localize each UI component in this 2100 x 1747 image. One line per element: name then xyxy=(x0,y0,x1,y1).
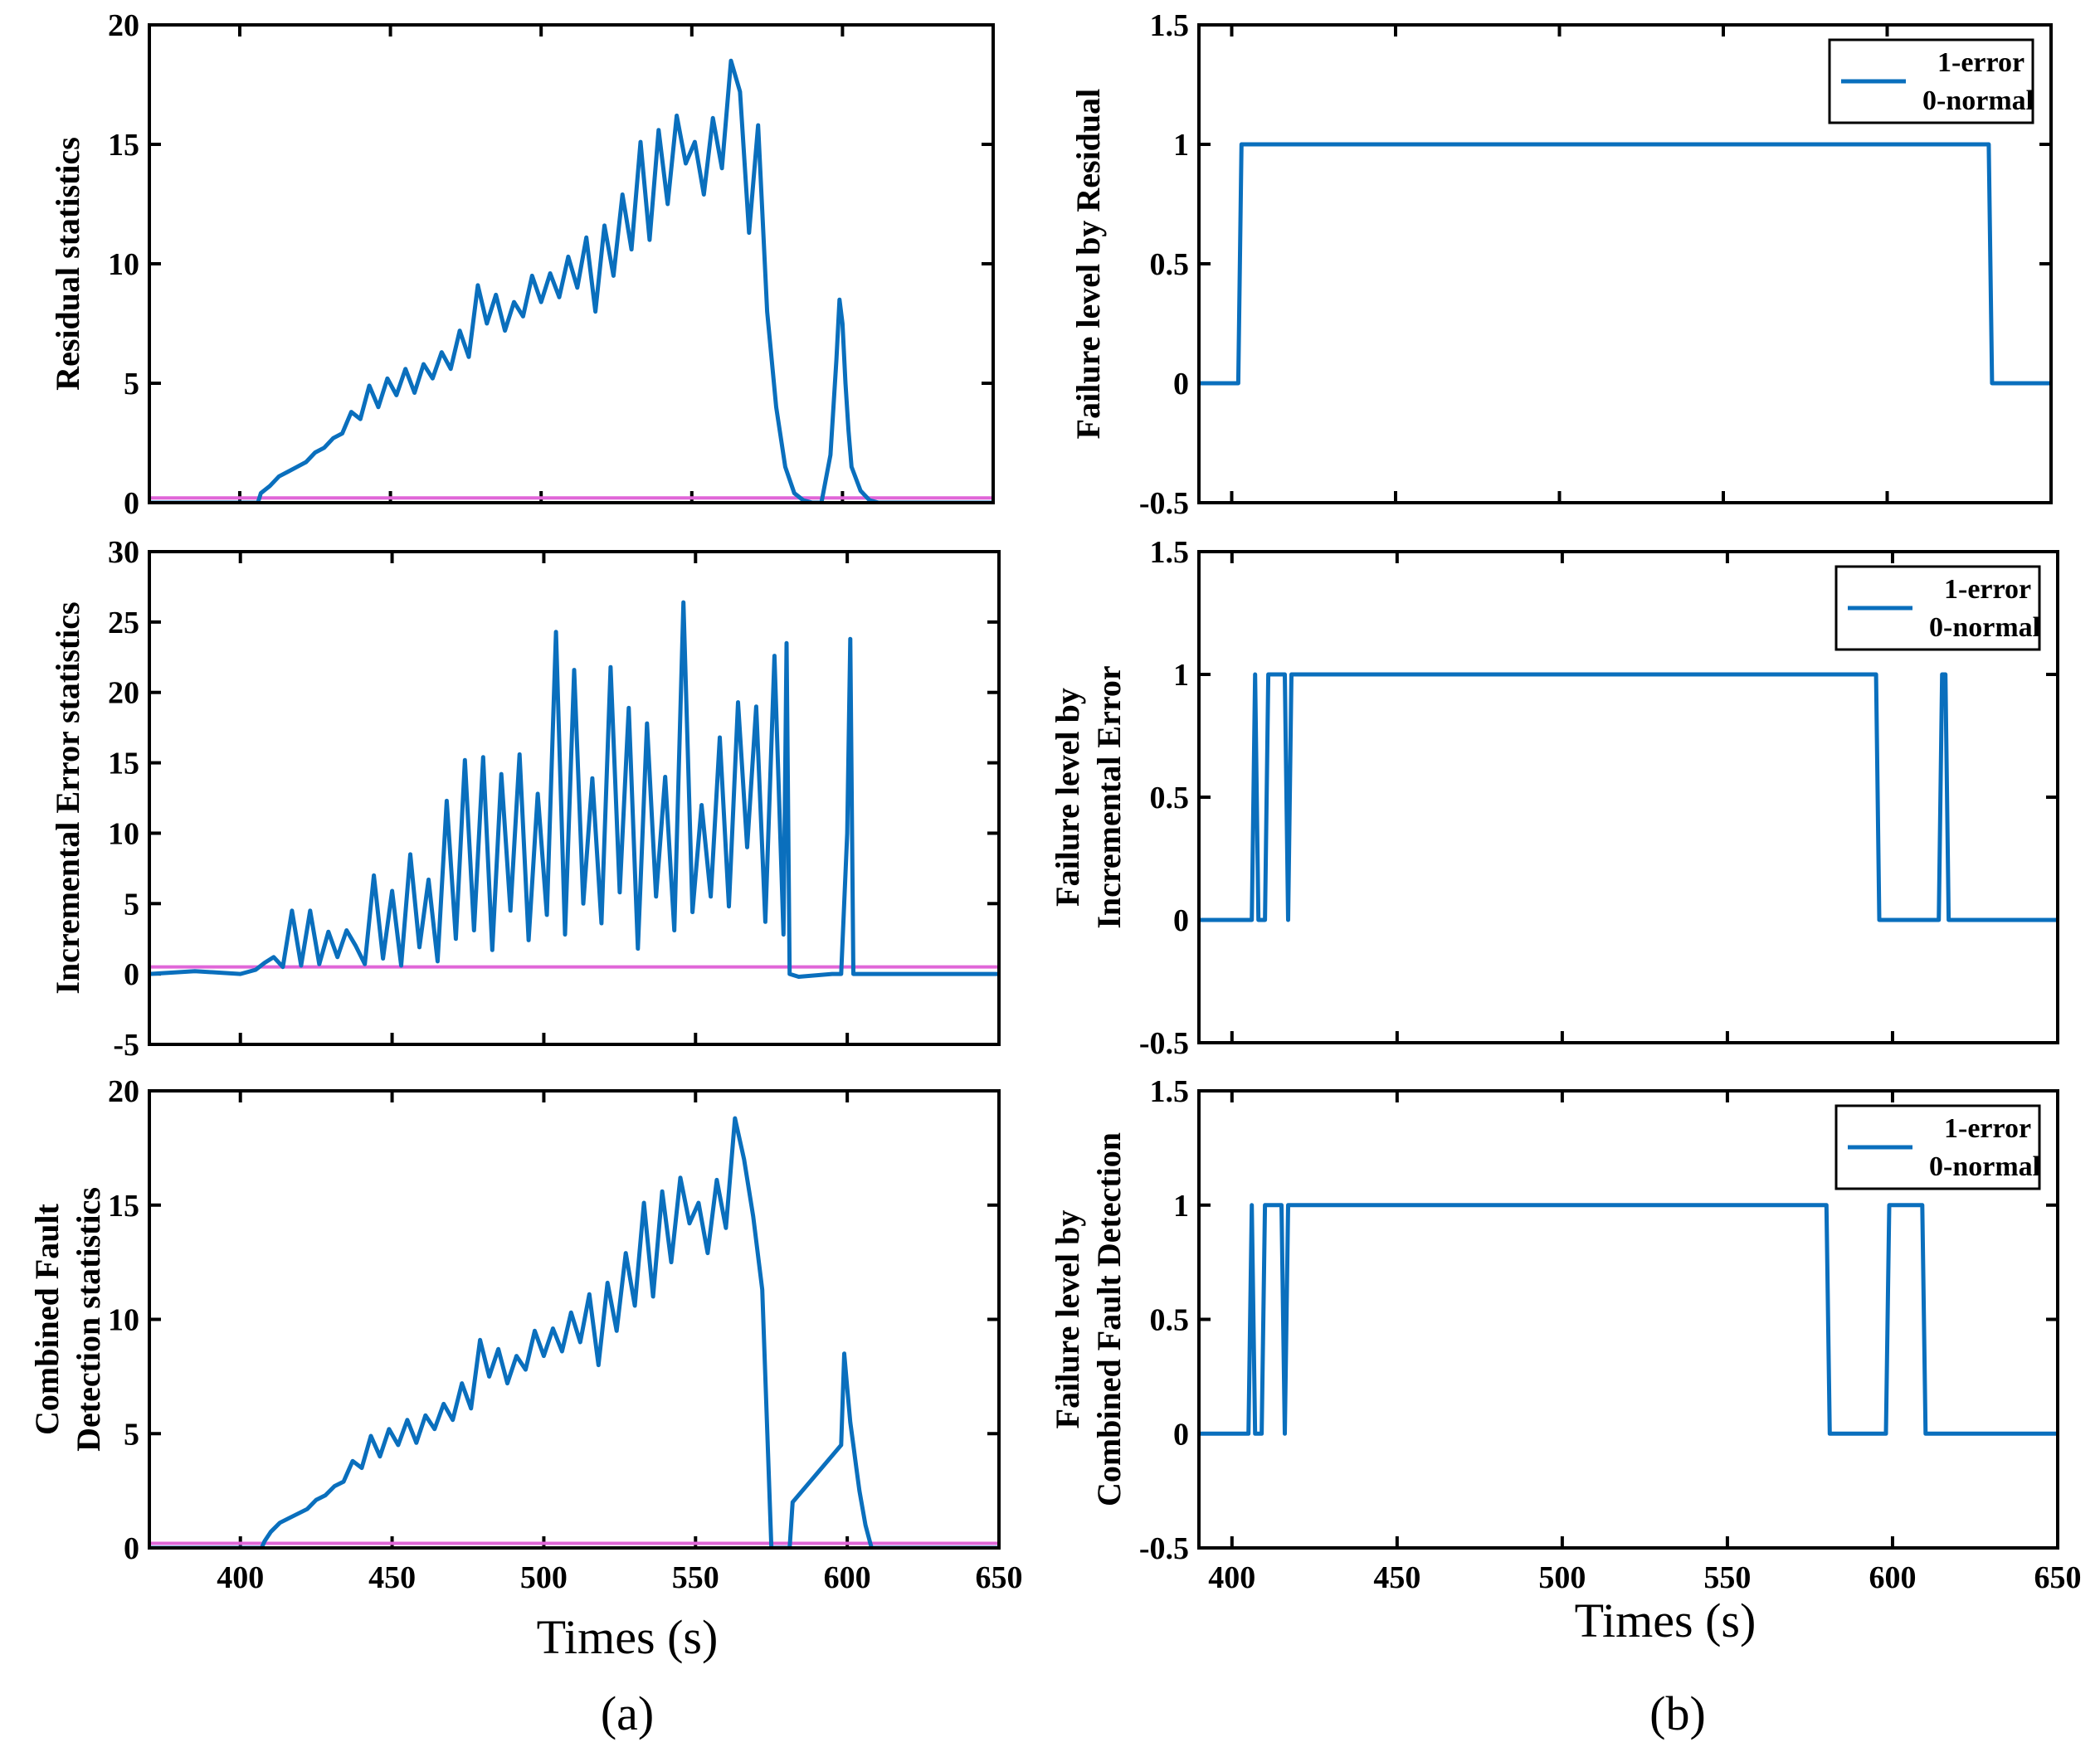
y-axis-label: Failure level by xyxy=(1049,688,1086,907)
y-tick-label: 0 xyxy=(1173,367,1189,401)
legend-label: 0-normal xyxy=(1929,612,2040,643)
y-tick-label: 15 xyxy=(108,128,139,163)
x-tick-label: 600 xyxy=(1869,1560,1916,1595)
y-tick-label: 20 xyxy=(108,8,139,43)
y-tick-label: 10 xyxy=(108,1303,139,1338)
panel-label-a: (a) xyxy=(601,1686,654,1740)
x-tick-label: 550 xyxy=(1703,1560,1751,1595)
legend-label: 1-error xyxy=(1937,47,2024,78)
y-axis-label: Incremental Error xyxy=(1090,665,1128,928)
series-line xyxy=(1199,142,2051,386)
y-tick-label: 0.5 xyxy=(1150,781,1190,815)
plot-area xyxy=(149,600,999,979)
series-line xyxy=(1199,672,2058,922)
y-tick-label: 10 xyxy=(108,247,139,282)
chart-6: -0.5 0 0.5 1 1.5 400 450 500 550 600 650 Failure le… xyxy=(1049,1074,2082,1595)
x-tick-label: 550 xyxy=(672,1560,719,1595)
series-line xyxy=(149,58,993,503)
y-tick-label: 1 xyxy=(1173,1189,1189,1224)
y-tick-label: 1.5 xyxy=(1150,535,1190,570)
y-tick-label: 1.5 xyxy=(1150,1074,1190,1109)
plot-area xyxy=(149,58,993,503)
axes-frame xyxy=(148,1089,1001,1550)
x-axis-label-left: Times (s) xyxy=(537,1610,719,1664)
y-tick-label: 0.5 xyxy=(1150,247,1190,282)
y-tick-label: -0.5 xyxy=(1139,486,1189,521)
y-tick-label: 0 xyxy=(124,486,139,521)
y-tick-label: 30 xyxy=(108,535,139,570)
y-tick-label: 15 xyxy=(108,1189,139,1224)
plot-area xyxy=(1199,142,2051,386)
y-tick-label: 0 xyxy=(124,957,139,992)
y-tick-label: 1.5 xyxy=(1150,8,1190,43)
plot-area xyxy=(1199,1203,2058,1436)
y-tick-label: 20 xyxy=(108,676,139,711)
x-tick-label: 500 xyxy=(1538,1560,1586,1595)
axes-frame xyxy=(1197,23,2053,504)
axes-frame xyxy=(1197,550,2059,1044)
x-tick-label: 650 xyxy=(976,1560,1023,1595)
plot-area xyxy=(149,1116,999,1548)
y-tick-label: 20 xyxy=(108,1074,139,1109)
chart-2: -5 0 5 10 15 20 25 30 Incremental Error statisti… xyxy=(49,535,1001,1063)
axes-frame xyxy=(148,550,1001,1046)
y-tick-label: 15 xyxy=(108,747,139,781)
legend-label: 0-normal xyxy=(1922,85,2034,116)
plot-area xyxy=(1199,672,2058,922)
x-tick-label: 400 xyxy=(1208,1560,1255,1595)
legend-label: 0-normal xyxy=(1929,1151,2040,1182)
legend-label: 1-error xyxy=(1944,574,2031,605)
chart-3: 0 5 10 15 20 400 450 500 550 600 650 Combined Fault… xyxy=(28,1074,1023,1595)
y-axis-label: Combined Fault xyxy=(28,1203,66,1435)
chart-5: -0.5 0 0.5 1 1.5 Failure level by Incremental … xyxy=(1049,535,2059,1061)
y-tick-label: 1 xyxy=(1173,658,1189,693)
x-tick-label: 600 xyxy=(824,1560,871,1595)
x-tick-label: 500 xyxy=(520,1560,568,1595)
y-axis-label: Failure level by xyxy=(1049,1210,1086,1429)
x-tick-label: 450 xyxy=(1373,1560,1420,1595)
x-tick-label: 650 xyxy=(2034,1560,2082,1595)
y-axis-label: Residual statistics xyxy=(49,137,86,391)
x-tick-label: 400 xyxy=(217,1560,264,1595)
y-tick-label: 5 xyxy=(124,1417,139,1452)
series-line xyxy=(149,600,999,979)
y-tick-label: 1 xyxy=(1173,128,1189,163)
y-axis-label: Combined Fault Detection xyxy=(1090,1132,1128,1506)
y-tick-label: 5 xyxy=(124,887,139,922)
axes-frame xyxy=(1197,1089,2059,1550)
y-tick-label: 0 xyxy=(124,1531,139,1566)
y-axis-label: Incremental Error statistics xyxy=(49,601,86,994)
axes-frame xyxy=(148,23,995,504)
y-axis-label: Detection statistics xyxy=(70,1187,107,1452)
panel-label-b: (b) xyxy=(1649,1686,1706,1740)
y-tick-label: 0.5 xyxy=(1150,1303,1190,1338)
y-tick-label: -5 xyxy=(113,1028,139,1063)
y-axis-label: Failure level by Residual xyxy=(1069,89,1107,440)
x-axis-label-right: Times (s) xyxy=(1575,1594,1756,1647)
y-tick-label: 10 xyxy=(108,816,139,851)
x-tick-label: 450 xyxy=(368,1560,416,1595)
legend-label: 1-error xyxy=(1944,1113,2031,1144)
series-line xyxy=(1199,1203,2058,1436)
y-tick-label: -0.5 xyxy=(1139,1026,1189,1061)
y-tick-label: -0.5 xyxy=(1139,1531,1189,1566)
y-tick-label: 0 xyxy=(1173,1417,1189,1452)
y-tick-label: 0 xyxy=(1173,903,1189,938)
chart-1: 0 5 10 15 20 Residual statistics xyxy=(49,8,995,521)
y-tick-label: 5 xyxy=(124,367,139,401)
y-tick-label: 25 xyxy=(108,606,139,640)
chart-4: -0.5 0 0.5 1 1.5 Failure level by Residual 1-e… xyxy=(1069,8,2053,521)
series-line xyxy=(149,1116,999,1548)
